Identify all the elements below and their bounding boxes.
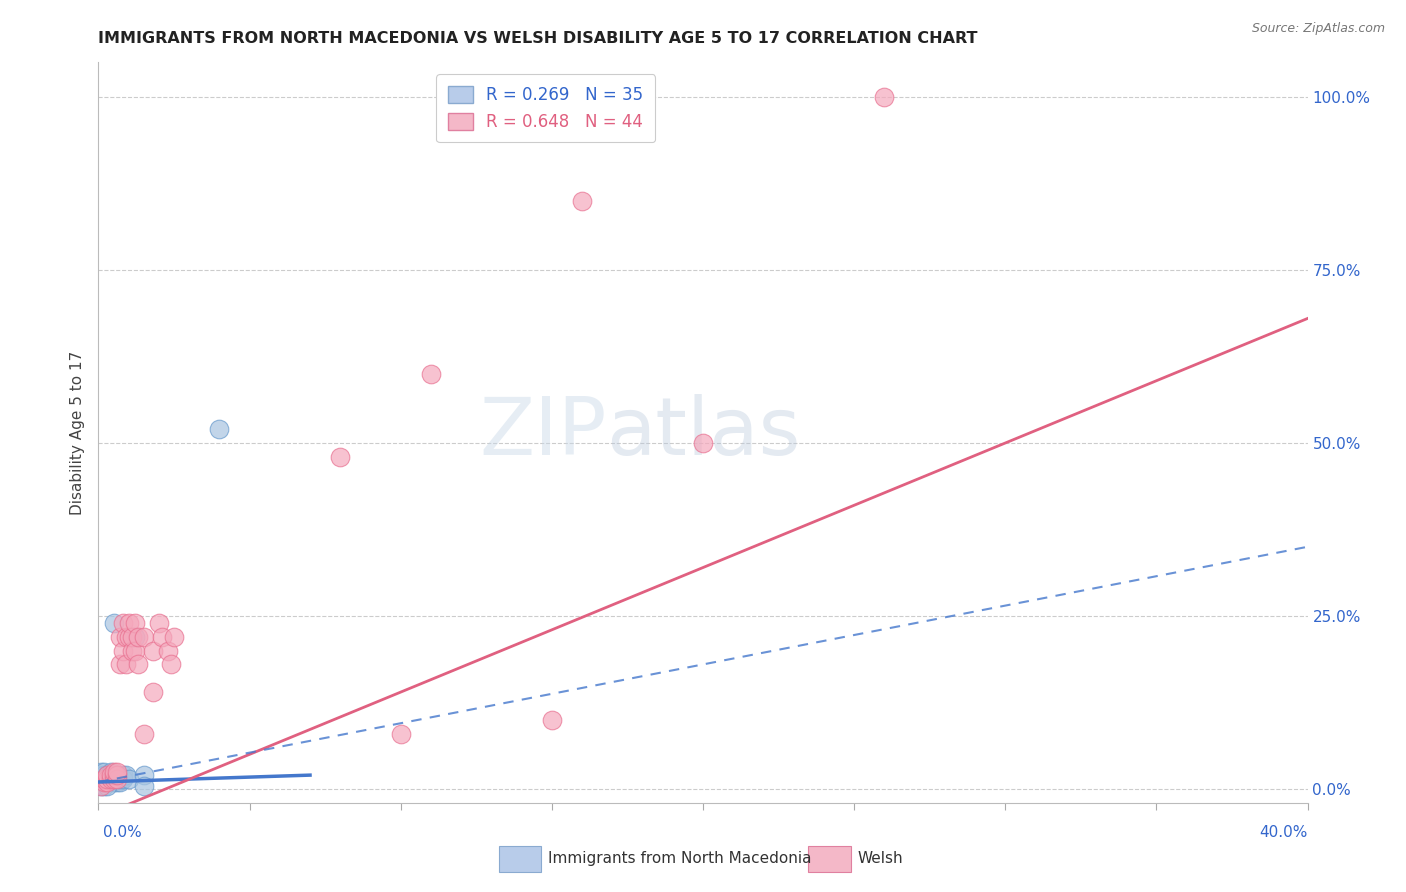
Point bbox=[142, 643, 165, 657]
Point bbox=[105, 775, 128, 789]
Point bbox=[148, 615, 170, 630]
Point bbox=[111, 615, 134, 630]
Point bbox=[96, 772, 118, 786]
Point bbox=[208, 422, 231, 436]
Point bbox=[103, 772, 125, 786]
Point bbox=[118, 630, 141, 644]
Text: ZIP: ZIP bbox=[479, 393, 606, 472]
Point bbox=[103, 615, 125, 630]
Point bbox=[96, 775, 118, 789]
Point bbox=[90, 779, 112, 793]
Point bbox=[132, 726, 155, 740]
Point bbox=[329, 450, 352, 464]
Point bbox=[90, 772, 112, 786]
Point bbox=[121, 643, 143, 657]
Point bbox=[873, 90, 896, 104]
Point bbox=[142, 685, 165, 699]
Point bbox=[100, 768, 122, 782]
Point bbox=[90, 764, 112, 779]
Point bbox=[100, 764, 122, 779]
Point bbox=[105, 768, 128, 782]
Point bbox=[111, 643, 134, 657]
Text: Source: ZipAtlas.com: Source: ZipAtlas.com bbox=[1251, 22, 1385, 36]
Point bbox=[114, 657, 136, 672]
Text: 40.0%: 40.0% bbox=[1260, 825, 1308, 840]
Point bbox=[93, 775, 115, 789]
Point bbox=[132, 779, 155, 793]
Point bbox=[96, 775, 118, 789]
Point bbox=[100, 772, 122, 786]
Point bbox=[93, 772, 115, 786]
Point bbox=[90, 768, 112, 782]
Point bbox=[100, 772, 122, 786]
Point bbox=[163, 630, 186, 644]
Point bbox=[132, 630, 155, 644]
Point bbox=[118, 615, 141, 630]
Point bbox=[124, 615, 146, 630]
Point bbox=[108, 630, 131, 644]
Point bbox=[108, 657, 131, 672]
Point bbox=[124, 643, 146, 657]
Point bbox=[93, 772, 115, 786]
Point bbox=[96, 768, 118, 782]
Point bbox=[540, 713, 562, 727]
Point bbox=[114, 630, 136, 644]
Point bbox=[93, 779, 115, 793]
Legend: R = 0.269   N = 35, R = 0.648   N = 44: R = 0.269 N = 35, R = 0.648 N = 44 bbox=[436, 74, 655, 143]
Point bbox=[121, 630, 143, 644]
Point bbox=[111, 772, 134, 786]
Text: Immigrants from North Macedonia: Immigrants from North Macedonia bbox=[548, 851, 811, 865]
Point bbox=[118, 772, 141, 786]
Point bbox=[90, 779, 112, 793]
Point bbox=[103, 772, 125, 786]
Point bbox=[100, 775, 122, 789]
Point bbox=[420, 367, 443, 381]
Point bbox=[103, 768, 125, 782]
Point bbox=[160, 657, 183, 672]
Point bbox=[389, 726, 412, 740]
Point bbox=[124, 630, 146, 644]
Point bbox=[96, 772, 118, 786]
Point bbox=[103, 775, 125, 789]
Point bbox=[103, 768, 125, 782]
Point bbox=[105, 772, 128, 786]
Point bbox=[156, 643, 179, 657]
Point bbox=[105, 768, 128, 782]
Point bbox=[93, 768, 115, 782]
Point bbox=[132, 768, 155, 782]
Point bbox=[108, 775, 131, 789]
Point bbox=[96, 779, 118, 793]
Y-axis label: Disability Age 5 to 17: Disability Age 5 to 17 bbox=[69, 351, 84, 515]
Point bbox=[127, 657, 149, 672]
Point bbox=[114, 768, 136, 782]
Point bbox=[108, 772, 131, 786]
Point bbox=[127, 630, 149, 644]
Text: IMMIGRANTS FROM NORTH MACEDONIA VS WELSH DISABILITY AGE 5 TO 17 CORRELATION CHAR: IMMIGRANTS FROM NORTH MACEDONIA VS WELSH… bbox=[98, 31, 979, 46]
Text: atlas: atlas bbox=[606, 393, 800, 472]
Point bbox=[105, 772, 128, 786]
Point bbox=[571, 194, 593, 208]
Point bbox=[96, 768, 118, 782]
Point bbox=[100, 768, 122, 782]
Point bbox=[90, 775, 112, 789]
Point bbox=[105, 764, 128, 779]
Point bbox=[692, 436, 714, 450]
Text: Welsh: Welsh bbox=[858, 851, 903, 865]
Point bbox=[103, 764, 125, 779]
Point bbox=[150, 630, 173, 644]
Point bbox=[93, 775, 115, 789]
Text: 0.0%: 0.0% bbox=[103, 825, 142, 840]
Point bbox=[111, 768, 134, 782]
Point bbox=[93, 764, 115, 779]
